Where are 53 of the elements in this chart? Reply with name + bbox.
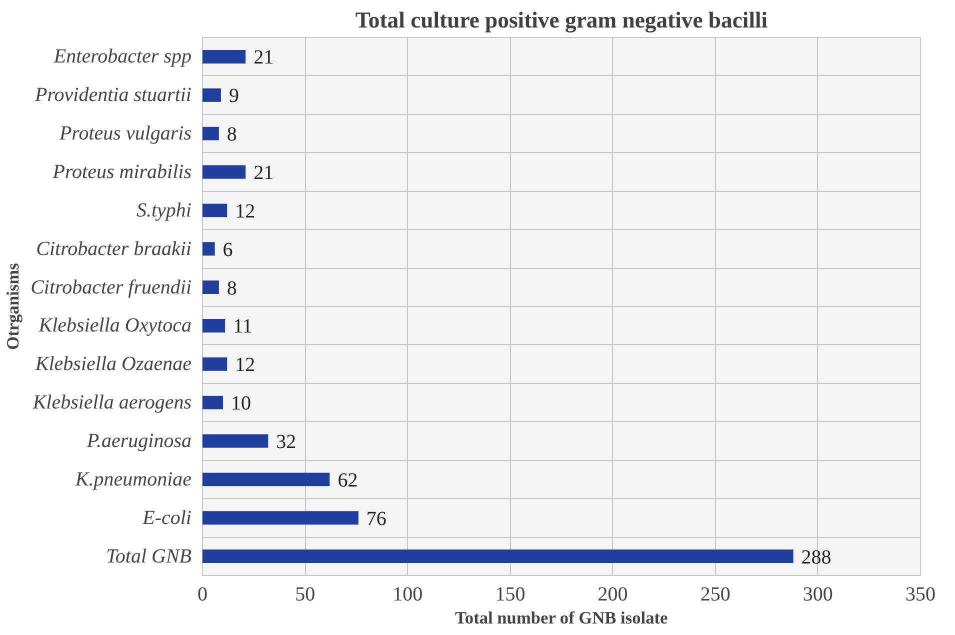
data-label: 288 (801, 546, 832, 568)
data-label: 62 (338, 469, 358, 492)
bar (202, 511, 358, 525)
y-tick-label: E-coli (142, 506, 192, 529)
y-tick-label: Klebsiella Ozaenae (34, 353, 192, 376)
y-tick-label: Proteus mirabilis (52, 161, 192, 183)
chart-title: Total culture positive gram negative bacilli (355, 8, 768, 32)
x-tick-label: 350 (906, 584, 936, 606)
y-tick-label: Enterobacter spp (52, 46, 192, 68)
data-label: 6 (222, 238, 233, 261)
x-tick-label: 300 (802, 584, 833, 606)
x-tick-label: 100 (392, 584, 423, 606)
data-label: 11 (233, 316, 252, 338)
data-label: 21 (254, 46, 274, 69)
bar (202, 550, 794, 564)
bar (202, 472, 330, 486)
x-tick-label: 150 (495, 584, 526, 606)
x-tick-label: 200 (598, 584, 628, 606)
data-label: 76 (366, 508, 386, 530)
data-label: 21 (254, 162, 274, 184)
data-label: 32 (276, 431, 296, 453)
x-tick-label: 0 (198, 584, 208, 606)
x-tick-label: 50 (295, 584, 316, 606)
data-label: 12 (235, 354, 256, 376)
x-axis-title: Total number of GNB isolate (454, 608, 668, 628)
x-tick-label: 250 (700, 584, 730, 606)
y-tick-label: Citrobacter braakii (36, 238, 192, 260)
bar (202, 357, 228, 371)
y-tick-label: Klebsiella aerogens (32, 392, 192, 414)
bar (202, 126, 219, 140)
y-tick-label: K.pneumoniae (74, 468, 192, 490)
bar (202, 165, 246, 179)
bar (202, 318, 226, 332)
data-label: 8 (226, 277, 237, 300)
y-tick-label: Citrobacter fruendii (30, 276, 192, 298)
y-tick-label: S.typhi (136, 199, 192, 222)
y-axis-title: Otrganisms (4, 262, 23, 350)
bar (202, 50, 246, 64)
y-tick-label: P.aeruginosa (86, 430, 192, 452)
bar (202, 242, 215, 256)
bar (202, 280, 219, 294)
y-tick-label: Klebsiella Oxytoca (38, 314, 192, 337)
data-label: 9 (228, 85, 239, 108)
bar (202, 88, 221, 102)
bar (202, 204, 228, 218)
y-tick-label: Providentia stuartii (34, 84, 192, 106)
data-label: 10 (231, 392, 252, 415)
data-label: 12 (235, 200, 256, 222)
bar (202, 396, 224, 410)
bar (202, 434, 268, 448)
data-label: 8 (226, 124, 237, 146)
y-tick-label: Proteus vulgaris (58, 122, 192, 145)
y-tick-label: Total GNB (106, 545, 192, 568)
